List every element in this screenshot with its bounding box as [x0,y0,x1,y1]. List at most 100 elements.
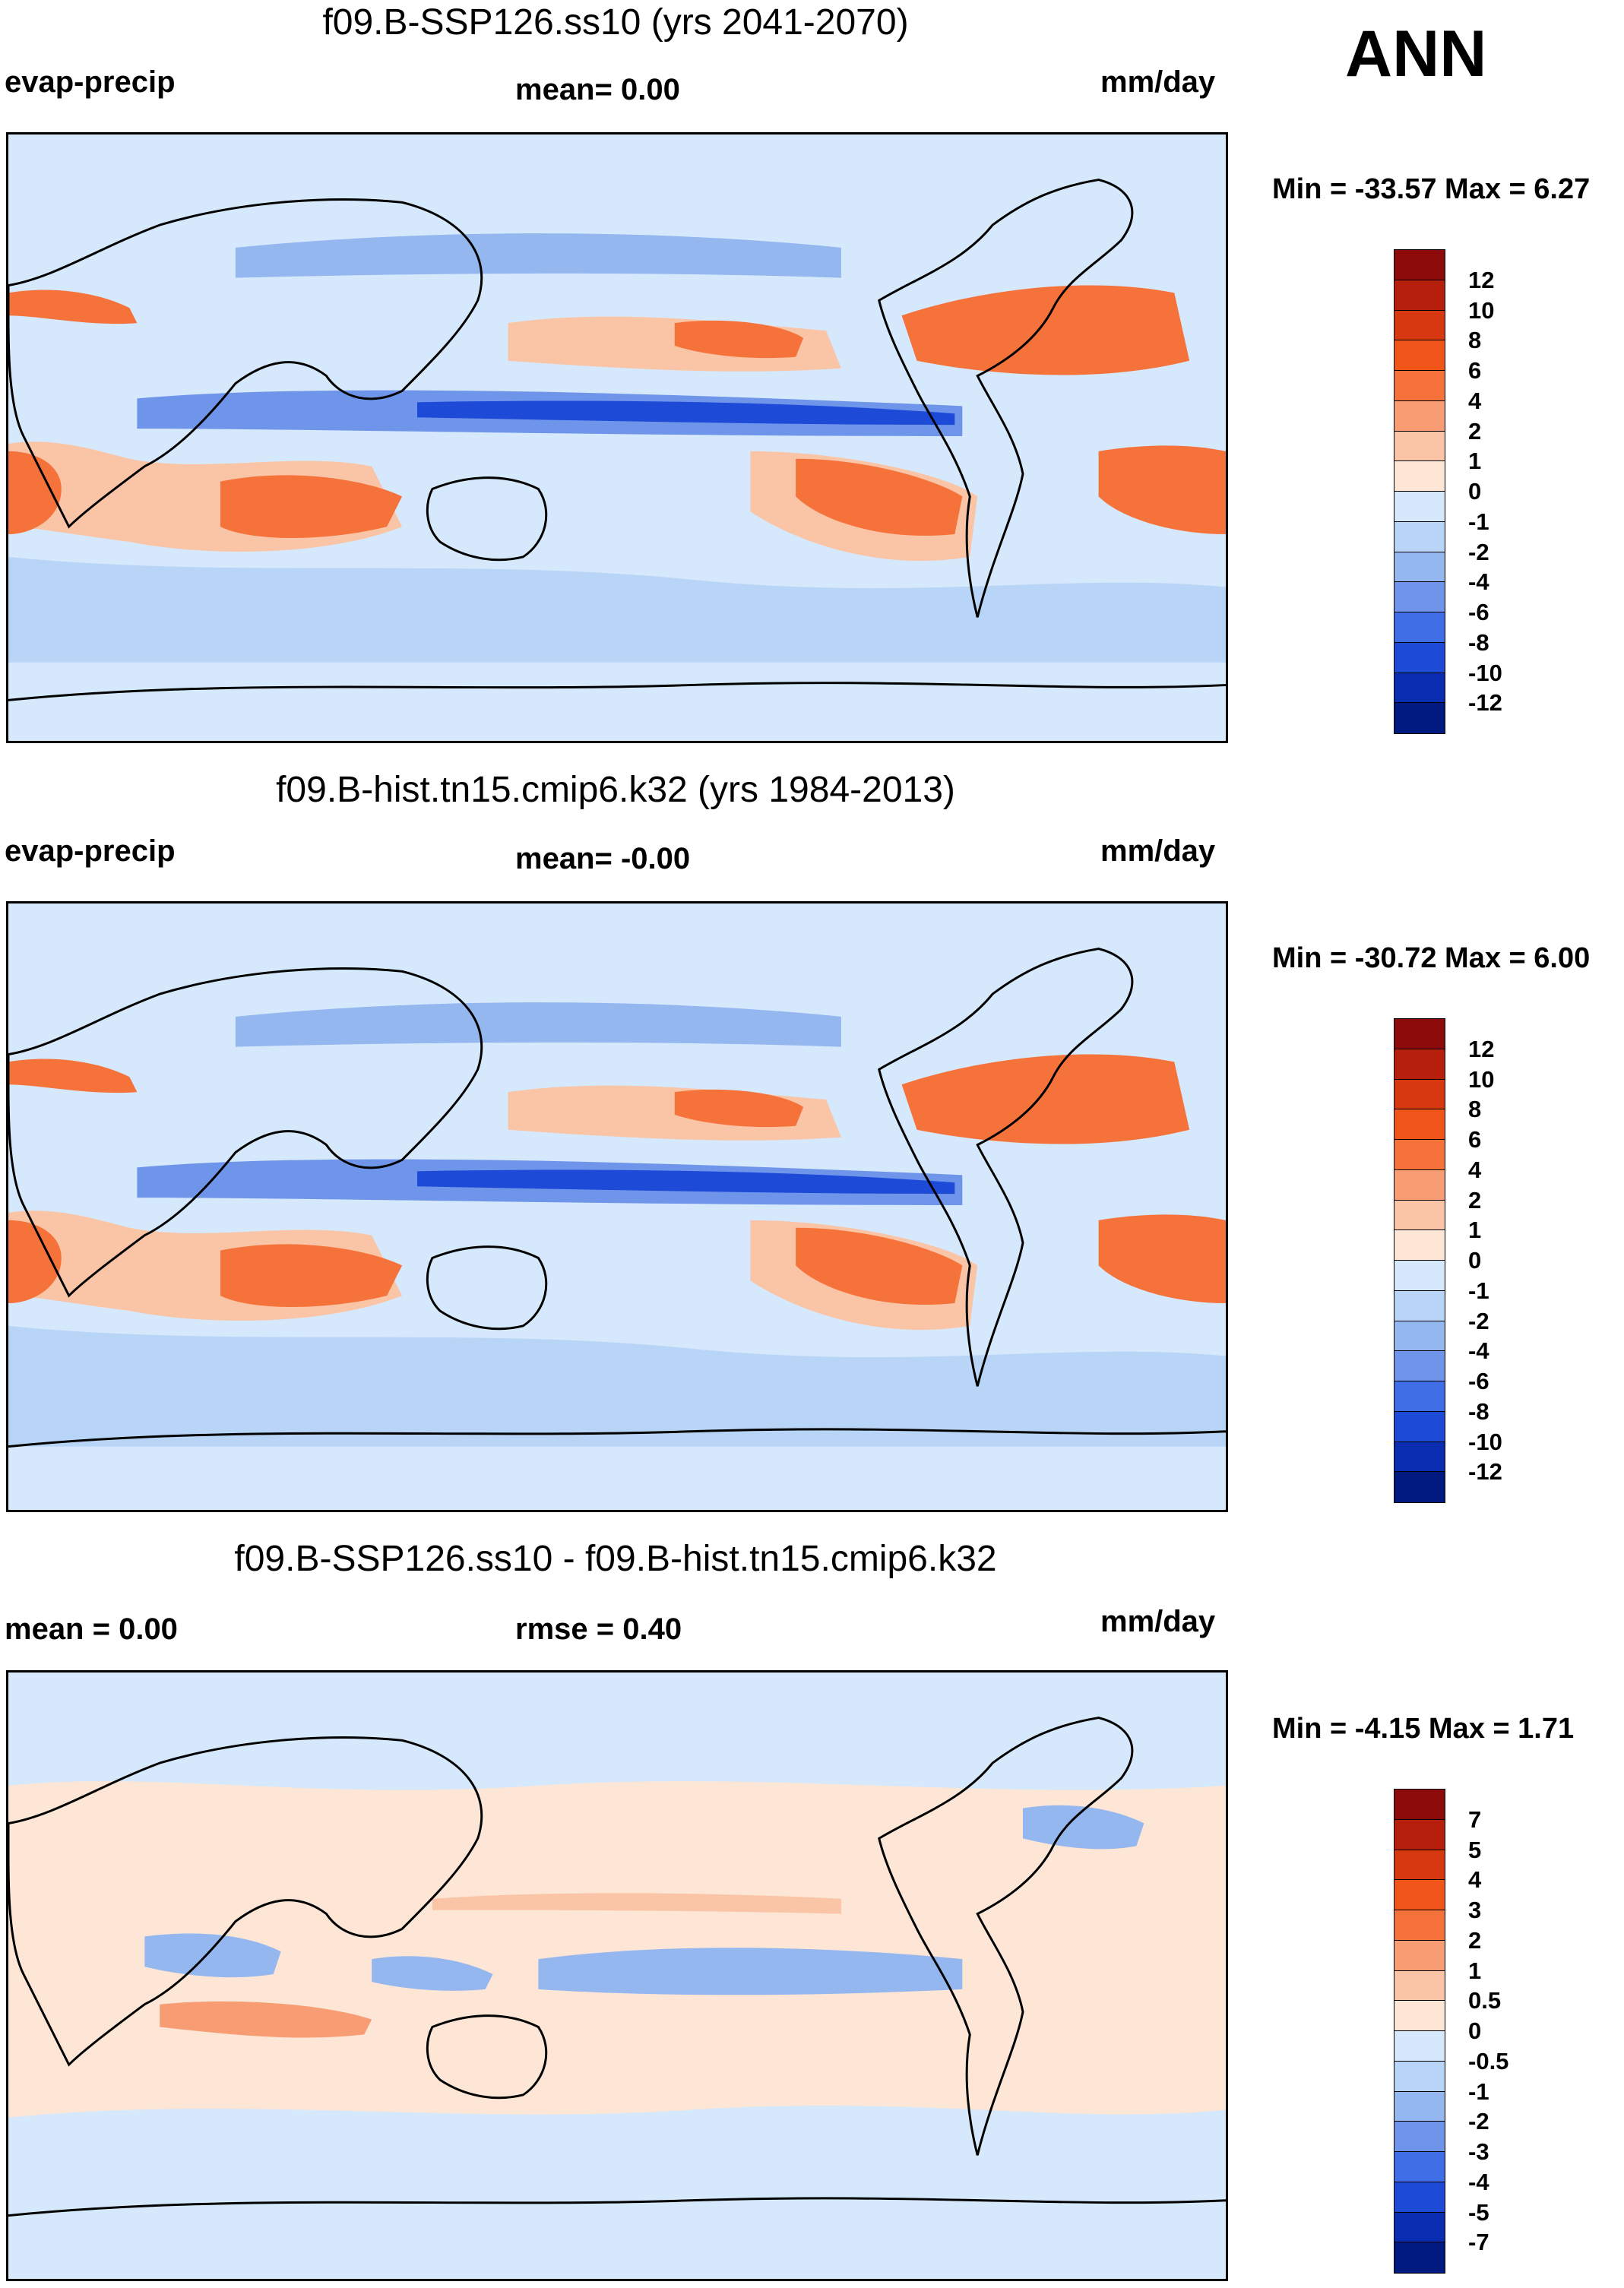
antarctica-coast [8,1428,1226,1448]
colorbar-swatch [1394,1939,1445,1971]
colorbar-swatch [1394,2242,1445,2274]
colorbar-tick-label: 0 [1468,2017,1482,2044]
colorbar-swatch [1394,1410,1445,1442]
equatorial-pacific-negative [538,1948,963,1995]
colorbar-tick-label: 10 [1468,1065,1495,1093]
australia-coast [426,2014,548,2100]
colorbar-tick-label: -6 [1468,1368,1489,1394]
colorbar-swatch [1394,551,1445,583]
north-pacific-core [674,1089,804,1128]
colorbar-swatch [1394,581,1445,613]
panel-1-mean-label: mean= 0.00 [515,73,680,106]
colorbar-swatch [1394,1018,1445,1050]
colorbar-tick-label: 12 [1468,266,1495,293]
colorbar-swatch [1394,1078,1445,1110]
colorbar-swatch [1394,1471,1445,1503]
panel-2-map-svg [8,903,1226,1510]
colorbar-tick-label: 0.5 [1468,1987,1502,2014]
colorbar-tick-label: 2 [1468,417,1482,445]
panel-1-variable-label: evap-precip [5,65,176,99]
colorbar-swatch [1394,430,1445,462]
colorbar-tick-label: -7 [1468,2229,1489,2256]
southeast-atlantic-core [8,451,62,535]
indian-ocean-negative [144,1933,281,1978]
colorbar-swatch [1394,2181,1445,2213]
colorbar-tick-label: -1 [1468,508,1489,535]
colorbar-tick-label: 3 [1468,1897,1482,1923]
colorbar-swatch [1394,2151,1445,2183]
colorbar-swatch [1394,2030,1445,2062]
panel-1-colorbar [1394,249,1445,734]
panel-3-mean-label: mean = 0.00 [5,1612,178,1646]
north-atlantic-negative [1023,1805,1144,1850]
colorbar-swatch [1394,1169,1445,1201]
colorbar-tick-label: 4 [1468,1866,1482,1894]
panel-3-map [6,1670,1228,2281]
season-tag: ANN [1345,17,1487,90]
maritime-continent-negative [372,1956,493,1991]
colorbar-swatch [1394,460,1445,492]
panel-1-title: f09.B-SSP126.ss10 (yrs 2041-2070) [322,2,909,43]
south-indian-positive [160,2001,372,2038]
colorbar-tick-label: -8 [1468,1397,1489,1425]
panel-2-colorbar [1394,1018,1445,1503]
itcz-core [416,400,955,426]
colorbar-swatch [1394,2211,1445,2243]
panel-1-minmax: Min = -33.57 Max = 6.27 [1272,173,1591,205]
colorbar-swatch [1394,2000,1445,2032]
colorbar-tick-label: -1 [1468,2078,1489,2105]
southeast-pacific-core [796,458,963,536]
colorbar-tick-label: 4 [1468,387,1482,414]
colorbar-swatch [1394,400,1445,432]
panel-2-map [6,901,1228,1512]
panel-2-variable-label: evap-precip [5,834,176,868]
colorbar-tick-label: 7 [1468,1805,1482,1833]
colorbar-swatch [1394,1818,1445,1850]
colorbar-swatch [1394,1139,1445,1171]
colorbar-tick-label: 6 [1468,1126,1482,1153]
colorbar-tick-label: -10 [1468,659,1502,686]
colorbar-swatch [1394,309,1445,341]
colorbar-tick-label: 10 [1468,296,1495,324]
panel-3-units-label: mm/day [1100,1605,1216,1638]
southern-negative [8,2105,1226,2279]
colorbar-swatch [1394,1879,1445,1911]
colorbar-swatch [1394,1849,1445,1881]
colorbar-swatch [1394,1260,1445,1292]
colorbar-tick-label: 1 [1468,448,1482,475]
south-atlantic-core [1098,445,1226,535]
colorbar-swatch [1394,702,1445,734]
antarctica-coast [8,682,1226,701]
panel-1-units-label: mm/day [1100,65,1216,99]
south-indian-core [220,1244,403,1308]
mediterranean-positive [8,290,138,324]
colorbar-tick-label: 5 [1468,1836,1482,1863]
colorbar-tick-label: -4 [1468,568,1489,596]
colorbar-swatch [1394,1229,1445,1261]
colorbar-tick-label: -2 [1468,1307,1489,1334]
colorbar-swatch [1394,1109,1445,1141]
north-equatorial-positive [432,1893,841,1914]
panel-2-mean-label: mean= -0.00 [515,842,691,875]
colorbar-tick-label: -4 [1468,1337,1489,1365]
australia-coast [426,1245,548,1331]
southern-ocean-band [8,1325,1226,1447]
colorbar-tick-label: -12 [1468,1458,1502,1486]
colorbar-swatch [1394,1789,1445,1821]
colorbar-swatch [1394,612,1445,644]
panel-3-map-svg [8,1672,1226,2279]
colorbar-tick-label: 1 [1468,1957,1482,1984]
colorbar-swatch [1394,1199,1445,1231]
north-atlantic-core [901,285,1190,375]
colorbar-swatch [1394,641,1445,673]
colorbar-tick-label: -1 [1468,1277,1489,1304]
colorbar-swatch [1394,1350,1445,1382]
colorbar-tick-label: 2 [1468,1926,1482,1954]
colorbar-swatch [1394,491,1445,523]
colorbar-tick-label: 0 [1468,1247,1482,1274]
southeast-atlantic-core [8,1220,62,1304]
colorbar-swatch [1394,1441,1445,1473]
coastlines [8,948,1226,1448]
coastlines [8,1717,1226,2217]
colorbar-tick-label: 0 [1468,478,1482,505]
